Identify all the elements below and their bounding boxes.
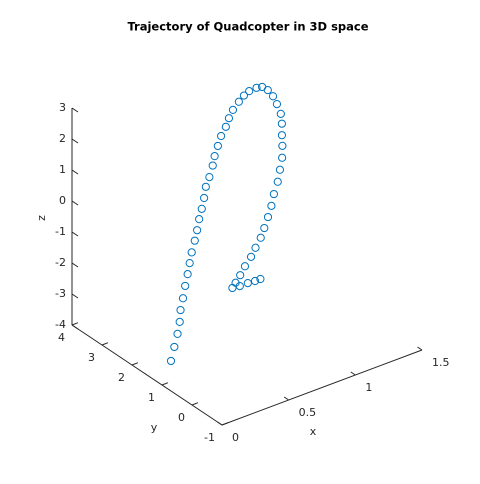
point [269, 189, 278, 199]
point [272, 100, 282, 109]
chart-title: Trajectory of Quadcopter in 3D space [127, 20, 368, 34]
point [208, 161, 217, 170]
point [239, 91, 249, 100]
x-tick-label: 0 [232, 431, 239, 444]
point [252, 83, 261, 92]
point [278, 141, 287, 150]
y-tick [71, 322, 79, 326]
z-tick-label: -2 [55, 256, 66, 269]
point [217, 131, 226, 141]
y-tick [221, 422, 229, 426]
y-tick [101, 342, 109, 346]
y-tick-label: 4 [58, 331, 65, 344]
point [181, 281, 190, 291]
point [210, 152, 219, 161]
point [263, 212, 273, 222]
z-tick [71, 107, 79, 113]
z-axis-label: z [35, 215, 48, 221]
point [245, 87, 254, 96]
y-tick-label: 0 [178, 411, 185, 424]
point [243, 279, 252, 288]
point [251, 243, 260, 252]
z-tick-label: 0 [59, 194, 66, 207]
point [173, 329, 182, 338]
x-axis-label: x [310, 425, 317, 438]
y-tick [131, 362, 139, 366]
point [228, 105, 238, 114]
point [201, 182, 210, 191]
point [234, 97, 243, 106]
y-axis [71, 324, 223, 426]
y-tick-label: 2 [118, 371, 125, 384]
point [277, 119, 286, 128]
z-tick-label: -3 [55, 287, 66, 300]
point [268, 92, 278, 101]
point [221, 122, 230, 131]
z-tick-label: 2 [59, 132, 66, 145]
point [176, 305, 185, 315]
z-tick [71, 262, 79, 268]
point [166, 356, 176, 366]
point [195, 215, 204, 224]
z-tick [71, 138, 79, 144]
z-tick [71, 231, 79, 237]
point [236, 271, 245, 280]
point [267, 201, 276, 210]
point [213, 141, 222, 151]
x-tick-label: 1.5 [432, 356, 450, 369]
y-axis-label: y [151, 421, 158, 434]
point [260, 223, 269, 233]
y-tick-label: 1 [148, 391, 155, 404]
point [240, 262, 250, 271]
point [185, 259, 194, 268]
point [278, 153, 287, 162]
point [275, 165, 285, 174]
point [170, 342, 179, 352]
y-tick [191, 402, 199, 406]
point [205, 172, 214, 182]
z-tick [71, 324, 79, 330]
x-axis [221, 349, 423, 426]
z-tick [71, 169, 79, 175]
point [193, 226, 202, 235]
point [197, 204, 206, 213]
point [224, 114, 234, 123]
x-tick [217, 421, 223, 426]
y-tick-label: -1 [204, 431, 215, 444]
y-tick [161, 382, 169, 386]
point [190, 236, 199, 245]
point [200, 193, 209, 203]
z-tick [71, 200, 79, 206]
point [256, 274, 265, 284]
point [256, 233, 265, 242]
z-tick-label: -4 [55, 318, 66, 331]
point [277, 131, 287, 140]
point [235, 282, 244, 291]
point [175, 317, 184, 326]
point [276, 109, 285, 118]
point [183, 270, 192, 279]
point [187, 248, 196, 257]
x-tick-label: 0.5 [299, 406, 317, 419]
x-tick [283, 396, 289, 401]
x-tick [417, 346, 423, 351]
z-tick-label: 3 [59, 101, 66, 114]
z-tick [71, 293, 79, 299]
y-tick-label: 3 [88, 351, 95, 364]
x-tick [350, 371, 356, 376]
point [273, 177, 282, 186]
z-tick-label: -1 [55, 225, 66, 238]
point [228, 283, 237, 293]
point [246, 252, 256, 261]
point [263, 86, 272, 95]
z-tick-label: 1 [59, 163, 66, 176]
point [250, 276, 260, 286]
point [178, 294, 188, 303]
x-tick-label: 1 [365, 381, 372, 394]
